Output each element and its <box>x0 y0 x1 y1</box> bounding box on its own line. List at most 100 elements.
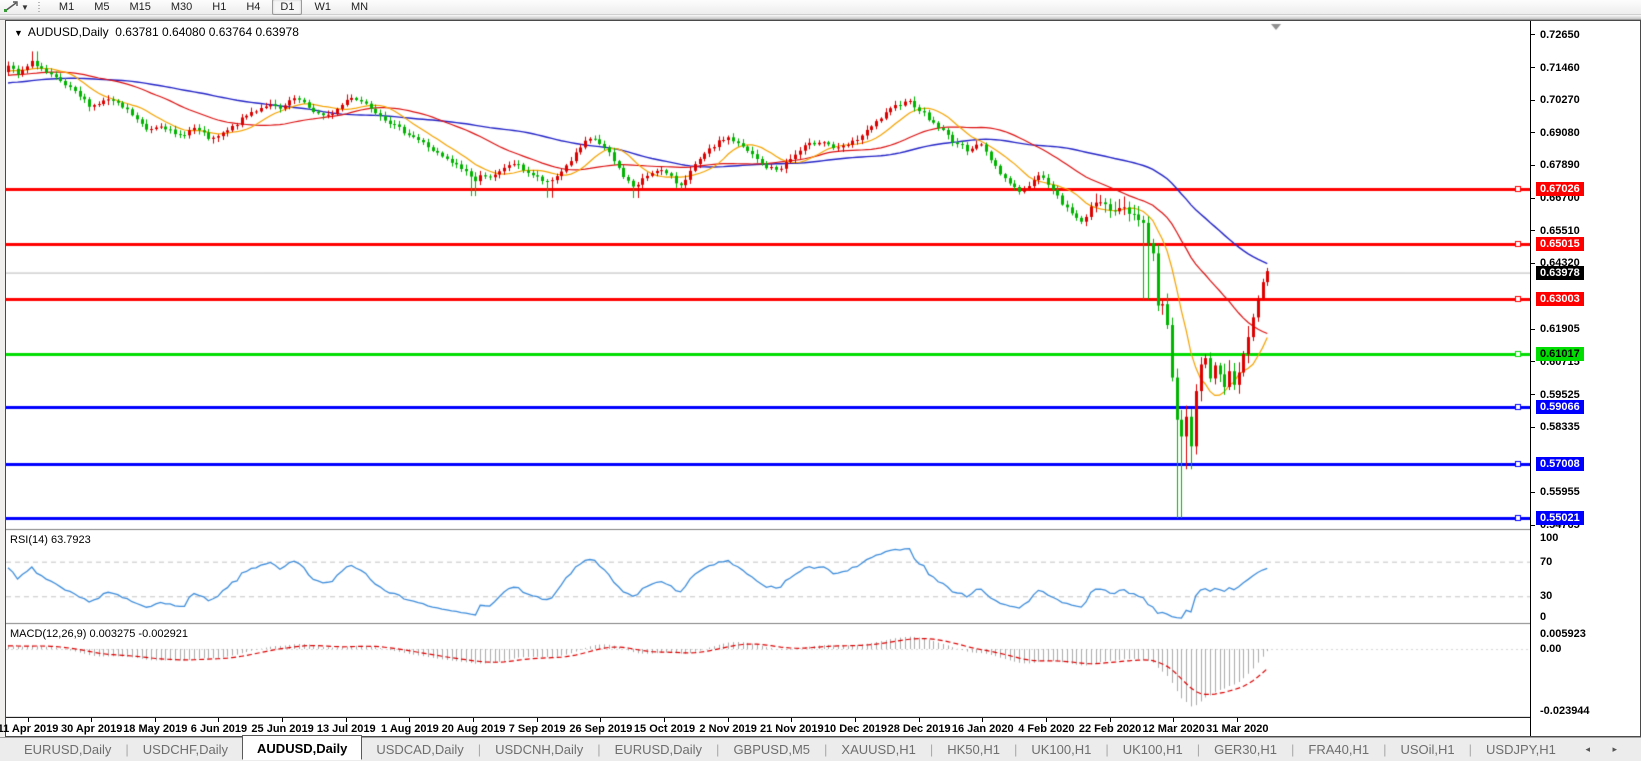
timeframe-button-m15[interactable]: M15 <box>129 1 151 13</box>
date-tick-mark <box>91 718 92 722</box>
timeframe-button-h4[interactable]: H4 <box>246 1 261 13</box>
date-tick-label: 22 Feb 2020 <box>1078 723 1142 735</box>
rsi-axis-label: 70 <box>1540 555 1553 568</box>
price-tick-mark <box>1530 100 1535 101</box>
chart-tab-usdcnh-daily[interactable]: USDCNH,Daily <box>495 742 584 757</box>
date-tick-label: 11 Apr 2019 <box>0 723 59 735</box>
date-tick-label: 15 Oct 2019 <box>633 723 696 735</box>
price-tick-mark <box>1530 165 1535 166</box>
macd-label: MACD(12,26,9) 0.003275 -0.002921 <box>10 628 188 640</box>
timeframe-button-mn[interactable]: MN <box>350 1 369 13</box>
date-tick-mark <box>1237 718 1238 722</box>
macd-axis-label: -0.023944 <box>1540 704 1590 717</box>
price-tick-label: 0.55955 <box>1540 486 1580 499</box>
timeframe-button-w1[interactable]: W1 <box>314 1 331 13</box>
price-tick-mark <box>1530 67 1535 68</box>
chart-tab-eurusd-daily[interactable]: EURUSD,Daily <box>24 742 112 757</box>
date-tick-label: 31 Mar 2020 <box>1206 723 1269 735</box>
timeframe-toolbar: ▼ M1 M5 M15 M30 H1 H4 D1 W1 MN <box>0 0 1641 15</box>
timeframe-button-m30[interactable]: M30 <box>170 1 193 13</box>
price-tick-mark <box>1530 394 1535 395</box>
tab-separator: | <box>1013 742 1018 757</box>
price-tick-mark <box>1530 329 1535 330</box>
date-tick-label: 4 Feb 2020 <box>1018 723 1075 735</box>
chart-tab-hk50-h1[interactable]: HK50,H1 <box>947 742 1000 757</box>
chart-tab-fra40-h1[interactable]: FRA40,H1 <box>1308 742 1370 757</box>
chart-tab-usdchf-daily[interactable]: USDCHF,Daily <box>142 742 229 757</box>
chart-title: ▼ AUDUSD,Daily 0.63781 0.64080 0.63764 0.… <box>14 25 299 39</box>
rsi-axis-label: 30 <box>1540 590 1553 603</box>
chart-tab-eurusd-daily[interactable]: EURUSD,Daily <box>614 742 703 757</box>
chart-collapse-icon[interactable]: ▼ <box>14 28 23 38</box>
date-tick-mark <box>1110 718 1111 722</box>
price-chart-canvas[interactable] <box>6 21 1530 718</box>
price-axis: 0.72650 0.71460 0.70270 0.69080 0.67890 0.667… <box>1530 21 1640 736</box>
date-tick-label: 1 Aug 2019 <box>381 723 439 735</box>
date-tick-label: 18 May 2019 <box>123 723 188 735</box>
price-tick-mark <box>1530 427 1535 428</box>
date-tick-mark <box>982 718 983 722</box>
chevron-down-icon[interactable]: ▼ <box>21 2 29 12</box>
date-tick-mark <box>1046 718 1047 722</box>
date-tick-mark <box>791 718 792 722</box>
chart-tab-ger30-h1[interactable]: GER30,H1 <box>1214 742 1277 757</box>
date-tick-mark <box>537 718 538 722</box>
date-tick-label: 7 Sep 2019 <box>508 723 566 735</box>
tab-scroll-arrows[interactable]: ◂ ▸ <box>1585 744 1627 754</box>
date-tick-label: 12 Mar 2020 <box>1142 723 1205 735</box>
timeframe-button-h1[interactable]: H1 <box>212 1 227 13</box>
date-tick-mark <box>728 718 729 722</box>
date-tick-mark <box>473 718 474 722</box>
chart-tab-uk100-h1[interactable]: UK100,H1 <box>1031 742 1092 757</box>
macd-axis-label: 0.005923 <box>1540 627 1586 640</box>
price-line-label: 0.65015 <box>1536 237 1584 252</box>
timeframe-buttons: M1 M5 M15 M30 H1 H4 D1 W1 MN <box>49 0 378 15</box>
chart-tab-gbpusd-m5[interactable]: GBPUSD,M5 <box>733 742 811 757</box>
ohlc-high: 0.64080 <box>162 25 206 39</box>
price-line-label: 0.57008 <box>1536 456 1584 471</box>
chart-tab-uk100-h1[interactable]: UK100,H1 <box>1122 742 1183 757</box>
date-tick-mark <box>218 718 219 722</box>
rsi-axis-label: 0 <box>1540 611 1547 623</box>
date-tick-label: 28 Dec 2019 <box>887 723 951 735</box>
date-tick-label: 13 Jul 2019 <box>316 723 376 735</box>
price-tick-label: 0.59525 <box>1540 388 1580 401</box>
chart-tab-audusd-daily[interactable]: AUDUSD,Daily <box>242 735 363 760</box>
ohlc-open: 0.63781 <box>115 25 159 39</box>
date-tick-mark <box>409 718 410 722</box>
price-tick-mark <box>1530 230 1535 231</box>
date-tick-label: 6 Jun 2019 <box>190 723 248 735</box>
price-tick-label: 0.70270 <box>1540 94 1580 107</box>
chart-objects-icon[interactable] <box>3 1 19 13</box>
price-tick-mark <box>1530 263 1535 264</box>
chart-tab-usoil-h1[interactable]: USOil,H1 <box>1400 742 1455 757</box>
timeframe-button-m5[interactable]: M5 <box>94 1 110 13</box>
ohlc-low: 0.63764 <box>208 25 253 39</box>
timeframe-button-d1[interactable]: D1 <box>272 0 303 15</box>
chart-tab-usdjpy-h1[interactable]: USDJPY,H1 <box>1486 742 1556 757</box>
price-line-label: 0.67026 <box>1536 182 1584 197</box>
date-tick-label: 26 Sep 2019 <box>569 723 633 735</box>
price-line-label: 0.63978 <box>1536 265 1584 280</box>
chart-tab-xauusd-h1[interactable]: XAUUSD,H1 <box>841 742 916 757</box>
toolbar-grip[interactable] <box>36 1 41 13</box>
price-line-label: 0.63003 <box>1536 292 1584 307</box>
chart-tab-usdcad-daily[interactable]: USDCAD,Daily <box>376 742 464 757</box>
chart-window: ▼ AUDUSD,Daily 0.63781 0.64080 0.63764 0.… <box>0 20 1641 737</box>
price-line-label: 0.61017 <box>1536 346 1584 361</box>
date-tick-mark <box>282 718 283 722</box>
timeframe-button-m1[interactable]: M1 <box>58 1 75 13</box>
tab-separator: | <box>1290 742 1295 757</box>
date-tick-mark <box>664 718 665 722</box>
date-tick-label: 10 Dec 2019 <box>823 723 887 735</box>
date-tick-mark <box>919 718 920 722</box>
price-tick-mark <box>1530 198 1535 199</box>
date-tick-mark <box>600 718 601 722</box>
price-tick-mark <box>1530 492 1535 493</box>
price-tick-label: 0.69080 <box>1540 126 1580 139</box>
tab-separator: | <box>477 742 482 757</box>
price-line-label: 0.59066 <box>1536 400 1584 415</box>
date-tick-label: 25 Jun 2019 <box>251 723 314 735</box>
price-tick-mark <box>1530 361 1535 362</box>
tab-separator: | <box>597 742 601 757</box>
